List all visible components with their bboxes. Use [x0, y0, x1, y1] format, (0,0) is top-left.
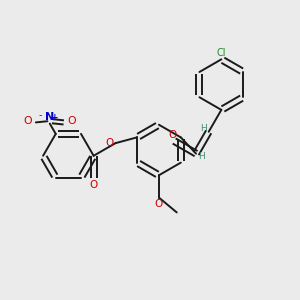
- Text: H: H: [200, 124, 206, 133]
- Text: H: H: [198, 152, 205, 161]
- Text: O: O: [155, 199, 163, 209]
- Text: O: O: [169, 130, 177, 140]
- Text: +: +: [51, 112, 59, 122]
- Text: O: O: [67, 116, 76, 126]
- Text: Cl: Cl: [217, 48, 226, 58]
- Text: O: O: [89, 180, 98, 190]
- Text: -: -: [39, 110, 42, 120]
- Text: O: O: [105, 138, 113, 148]
- Text: O: O: [24, 116, 32, 126]
- Text: N: N: [45, 112, 54, 122]
